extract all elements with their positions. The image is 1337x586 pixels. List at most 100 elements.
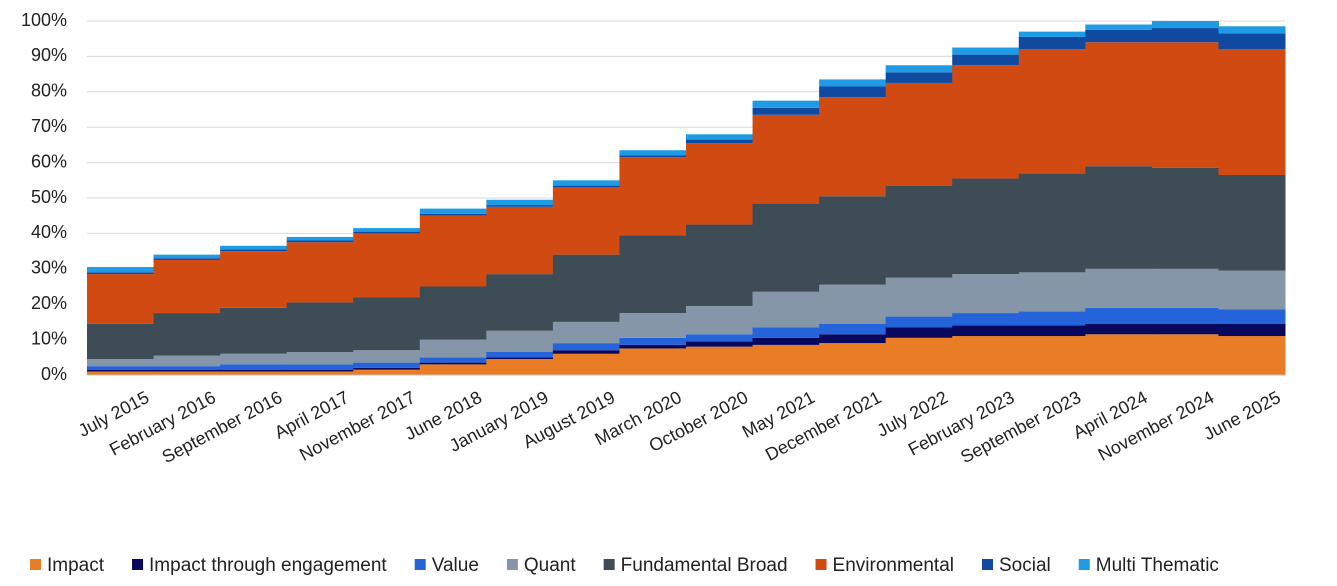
bar-segment [819,284,887,324]
bar-segment [87,267,155,273]
bar-segment [885,337,953,375]
bar-segment [1151,21,1219,29]
y-tick-label: 60% [31,151,67,171]
bar-segment [486,274,554,331]
bar-segment [153,313,221,356]
legend-label: Fundamental Broad [621,555,788,576]
bar-segment [619,150,687,156]
legend-item: Impact [30,555,105,576]
legend-item: Social [982,555,1051,576]
bar-segment [1218,270,1286,310]
bar-segment [220,364,288,370]
bar-segment [752,100,820,108]
bar-segment [87,359,155,367]
bar-segment [686,334,754,342]
bar-segment [1151,307,1219,324]
bar-segment [1218,336,1286,375]
x-tick-label: September 2016 [159,387,286,467]
legend-swatch [132,559,144,570]
bar-segment [87,366,155,370]
bar-segment [552,350,620,354]
bar-segment [686,346,754,375]
y-tick-label: 30% [31,258,67,278]
bar-segment [353,367,421,370]
bar-segment [1085,323,1153,335]
bar-segment [87,272,155,275]
bar-segment [819,343,887,375]
bar-segment [885,72,953,83]
bar-segment [1218,323,1286,337]
bar-segment [819,86,887,98]
bar-segment [353,231,421,234]
bar-segment [153,355,221,367]
x-tick-label: November 2017 [296,387,418,465]
bar-segment [220,371,288,375]
bar-segment [752,203,820,292]
bar-segment [1151,167,1219,269]
bar-segment [952,325,1020,337]
bar-segment [552,254,620,322]
bar-segment [885,316,953,328]
bar-segment [1218,174,1286,271]
legend-swatch [815,559,827,570]
bar-segment [153,258,221,260]
bar-segment [885,185,953,278]
legend-label: Impact through engagement [149,555,387,576]
legend-label: Social [999,555,1051,576]
bar-segment [353,362,421,368]
legend-swatch [506,559,518,570]
x-tick-label: June 2025 [1200,387,1284,444]
bar-segment [686,224,754,306]
bar-segment [286,240,354,243]
bar-segment [1218,49,1286,175]
y-tick-label: 90% [31,45,67,65]
bar-segment [1151,323,1219,335]
bar-segment [619,155,687,158]
bar-segment [1085,42,1153,167]
legend-label: Environmental [833,555,954,576]
bar-segment [1018,325,1086,337]
bar-segment [1085,307,1153,324]
bar-segment [286,236,354,241]
bar-segment [286,364,354,370]
bar-segment [486,351,554,358]
y-tick-label: 40% [31,222,67,242]
bar-segment [1018,311,1086,326]
bar-segment [752,107,820,115]
bar-segment [419,213,487,216]
legend-item: Multi Thematic [1078,555,1219,576]
legend-item: Value [414,555,479,576]
legend-label: Multi Thematic [1096,555,1219,576]
bar-segment [353,228,421,232]
bar-segment [1085,24,1153,30]
x-tick-label: December 2021 [762,387,884,465]
bar-segment [885,82,953,186]
bar-segment [819,196,887,285]
bar-segment [220,353,288,365]
bar-segment [752,114,820,204]
bar-segment [353,369,421,375]
bar-segment [220,369,288,372]
bar-segment [752,327,820,338]
bar-segment [419,362,487,365]
bar-segment [153,366,221,370]
legend-swatch [1078,559,1090,570]
bar-segment [952,54,1020,66]
bar-segment [952,178,1020,275]
legend-swatch [603,559,615,570]
legend-swatch [414,559,426,570]
bar-segment [686,139,754,144]
x-tick-label: November 2024 [1095,387,1217,465]
bar-segment [153,259,221,314]
bar-segment [619,313,687,338]
bar-segment [353,350,421,363]
bar-segment [486,205,554,207]
bar-segment [220,307,288,354]
legend-item: Impact through engagement [132,555,387,576]
bar-segment [153,254,221,259]
x-tick-label: September 2023 [957,387,1084,467]
legend-swatch [30,559,41,570]
bar-segment [1151,28,1219,43]
legend-item: Environmental [815,555,954,576]
